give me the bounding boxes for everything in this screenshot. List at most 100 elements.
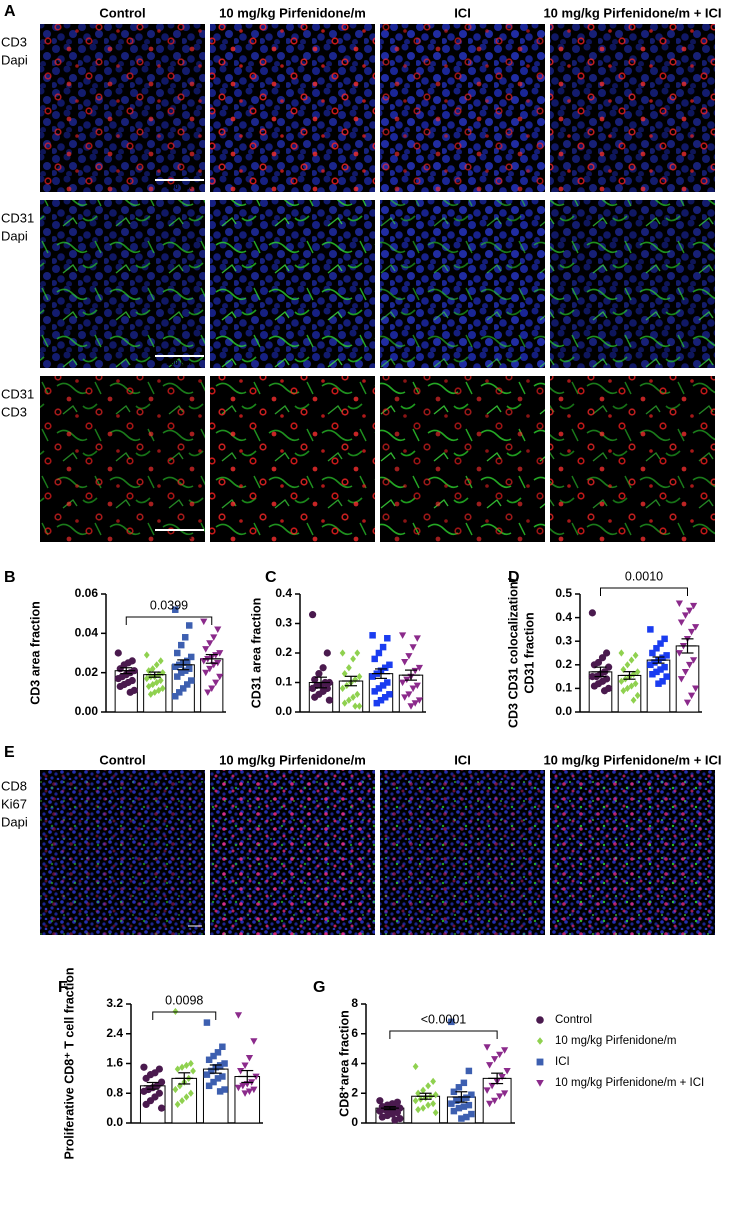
data-point	[216, 1088, 224, 1095]
data-point	[391, 1116, 399, 1124]
data-point	[453, 1097, 460, 1104]
data-point	[399, 679, 407, 687]
data-point	[315, 670, 323, 678]
data-point	[190, 1067, 196, 1075]
data-point	[657, 666, 664, 673]
data-point	[184, 681, 191, 688]
data-point	[657, 640, 664, 647]
panel-label: F	[58, 979, 68, 996]
data-point	[685, 661, 694, 669]
data-point	[590, 682, 599, 690]
data-point	[415, 1089, 421, 1097]
data-point	[142, 1074, 150, 1082]
data-point	[239, 1082, 247, 1090]
data-point	[689, 602, 698, 610]
data-point	[187, 1089, 194, 1097]
data-point	[412, 1062, 419, 1071]
data-point	[634, 691, 641, 700]
data-point	[630, 696, 637, 704]
data-point	[309, 611, 317, 619]
data-point	[143, 651, 150, 659]
significance-bracket	[389, 1030, 498, 1039]
data-point	[661, 663, 668, 671]
data-point	[221, 1060, 228, 1067]
data-point	[210, 1078, 217, 1086]
data-point	[214, 1075, 222, 1082]
y-tick-label: 2	[351, 1085, 358, 1099]
y-tick-label: 0.8	[106, 1085, 123, 1099]
y-tick-label: 0.04	[75, 626, 99, 640]
data-point	[376, 1097, 384, 1105]
data-point	[140, 1087, 148, 1095]
panel-label: C	[265, 569, 277, 586]
data-point	[126, 688, 134, 696]
data-point	[409, 644, 417, 651]
y-axis-label: CD3 CD31 colocalization/	[506, 577, 520, 728]
data-point	[628, 656, 635, 664]
data-point	[180, 685, 187, 692]
data-point	[153, 661, 160, 669]
data-point	[483, 1087, 491, 1094]
data-point	[618, 677, 625, 685]
column-header: 10 mg/kg Pirfenidone/m + ICI	[543, 752, 721, 767]
data-point	[245, 1055, 254, 1062]
data-point	[178, 669, 185, 676]
legend-marker	[536, 1079, 544, 1087]
column-header: 10 mg/kg Pirfenidone/m	[219, 5, 366, 20]
y-tick-label: 2.4	[106, 1026, 123, 1040]
micrograph-channel	[210, 200, 375, 368]
data-point	[411, 667, 419, 675]
data-point	[341, 699, 348, 707]
data-point	[683, 699, 692, 707]
legend-marker	[536, 1058, 544, 1066]
data-point	[216, 673, 224, 681]
data-point	[618, 649, 625, 657]
micrograph-channel	[40, 24, 205, 192]
data-point	[386, 661, 393, 669]
data-point	[448, 1100, 455, 1107]
data-point	[588, 609, 596, 617]
data-point	[205, 1082, 213, 1090]
data-point	[200, 618, 208, 626]
row-label: CD31	[1, 210, 34, 225]
data-point	[675, 600, 683, 608]
data-point	[460, 1079, 468, 1087]
data-point	[624, 661, 631, 669]
data-point	[354, 649, 361, 657]
row-label: CD31	[1, 386, 34, 401]
data-point	[185, 622, 193, 629]
data-point	[178, 641, 185, 649]
scale-bar-label: 100 µm	[166, 182, 192, 191]
data-point	[174, 673, 181, 680]
data-point	[371, 688, 378, 695]
row-label: CD3	[1, 404, 27, 419]
data-point	[689, 657, 698, 664]
data-point	[187, 1059, 194, 1068]
data-point	[379, 682, 387, 689]
row-label: CD3	[1, 34, 27, 49]
data-point	[501, 1090, 509, 1097]
scale-bar-label: 100 µm	[166, 532, 192, 541]
y-tick-label: 0.00	[75, 704, 99, 718]
column-header: ICI	[454, 752, 471, 767]
legend-label: 10 mg/kg Pirfenidone/m	[555, 1035, 676, 1047]
data-point	[420, 1086, 427, 1094]
data-point	[378, 1113, 386, 1121]
data-point	[384, 635, 391, 642]
micrograph-channel	[40, 376, 205, 542]
data-point	[468, 1091, 475, 1098]
y-tick-label: 1.6	[106, 1056, 123, 1070]
significance-bracket	[125, 616, 213, 625]
data-point	[465, 1067, 473, 1075]
data-point	[653, 645, 660, 652]
data-point	[498, 1074, 506, 1081]
y-tick-label: 0.4	[555, 610, 572, 624]
y-tick-label: 0	[351, 1115, 358, 1129]
data-point	[346, 664, 352, 672]
legend-label: 10 mg/kg Pirfenidone/m + ICI	[555, 1077, 704, 1089]
data-point	[415, 1106, 421, 1114]
data-point	[379, 643, 387, 651]
data-point	[182, 667, 189, 674]
data-point	[250, 1086, 258, 1094]
